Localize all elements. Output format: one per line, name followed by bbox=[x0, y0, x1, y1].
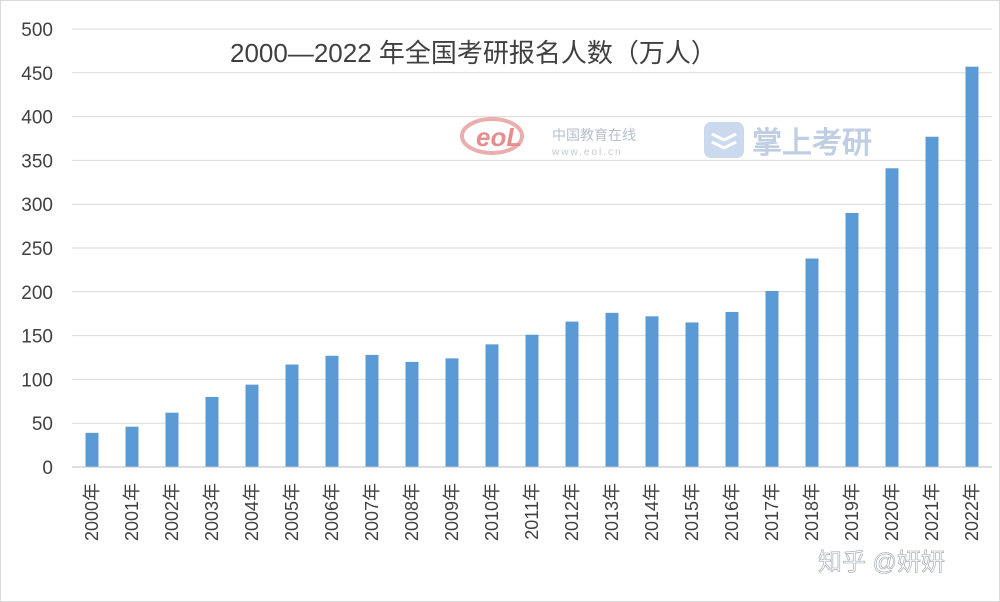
x-tick-label: 2019年 bbox=[842, 483, 862, 541]
x-tick-label: 2010年 bbox=[482, 483, 502, 541]
bar-2004年 bbox=[245, 384, 259, 467]
eol-name-text: 中国教育在线 bbox=[552, 127, 636, 143]
bar-2012年 bbox=[565, 321, 579, 467]
bar-2010年 bbox=[485, 344, 499, 467]
gridlines bbox=[72, 28, 992, 424]
bar-2014年 bbox=[645, 316, 659, 467]
bar-2019年 bbox=[845, 212, 859, 467]
x-tick-label: 2004年 bbox=[242, 483, 262, 541]
bar-2005年 bbox=[285, 364, 299, 467]
y-tick-label: 50 bbox=[32, 414, 53, 435]
x-tick-label: 2003年 bbox=[202, 483, 222, 541]
bar-2016年 bbox=[725, 311, 739, 467]
bar-2017年 bbox=[765, 290, 779, 467]
bar-2007年 bbox=[365, 354, 379, 467]
x-tick-label: 2021年 bbox=[922, 483, 942, 541]
x-tick-label: 2012年 bbox=[562, 483, 582, 541]
bar-2011年 bbox=[525, 334, 539, 467]
x-tick-label: 2018年 bbox=[802, 483, 822, 541]
x-axis-ticks: 2000年 2001年 2002年 2003年 2004年 2005年 2006年 2007年… bbox=[82, 483, 982, 541]
x-tick-label: 2017年 bbox=[762, 483, 782, 541]
bar-2013年 bbox=[605, 312, 619, 467]
x-tick-label: 2005年 bbox=[282, 483, 302, 541]
bar-2021年 bbox=[925, 136, 939, 468]
y-tick-label: 500 bbox=[21, 20, 53, 41]
credit-watermark: 知乎 @妍妍 bbox=[818, 549, 945, 576]
x-tick-label: 2008年 bbox=[402, 483, 422, 541]
y-tick-label: 400 bbox=[21, 108, 53, 129]
bars bbox=[85, 66, 979, 468]
bar-2006年 bbox=[325, 355, 339, 467]
x-tick-label: 2020年 bbox=[882, 483, 902, 541]
y-tick-label: 250 bbox=[21, 239, 53, 260]
x-tick-label: 2001年 bbox=[122, 483, 142, 541]
eol-watermark: eoL 中国教育在线 www.eol.cn bbox=[460, 117, 636, 158]
x-tick-label: 2000年 bbox=[82, 483, 102, 541]
bar-2015年 bbox=[685, 322, 699, 467]
book-icon-glyph bbox=[711, 132, 737, 150]
x-tick-label: 2015年 bbox=[682, 483, 702, 541]
y-tick-label: 100 bbox=[21, 370, 53, 391]
y-tick-label: 300 bbox=[21, 195, 53, 216]
y-tick-label: 0 bbox=[42, 458, 53, 479]
bar-2002年 bbox=[165, 412, 179, 467]
y-tick-label: 150 bbox=[21, 327, 53, 348]
x-tick-label: 2002年 bbox=[162, 483, 182, 541]
bar-2003年 bbox=[205, 396, 219, 467]
eol-logo-icon bbox=[460, 117, 524, 155]
x-tick-label: 2007年 bbox=[362, 483, 382, 541]
y-tick-label: 350 bbox=[21, 151, 53, 172]
app-name-text: 掌上考研 bbox=[752, 127, 872, 160]
y-tick-label: 450 bbox=[21, 64, 53, 85]
x-tick-label: 2011年 bbox=[522, 483, 542, 540]
x-tick-label: 2014年 bbox=[642, 483, 662, 541]
chart-title: 2000—2022 年全国考研报名人数（万人） bbox=[230, 38, 717, 68]
x-tick-label: 2006年 bbox=[322, 483, 342, 541]
app-watermark: 掌上考研 bbox=[704, 122, 872, 160]
bar-2009年 bbox=[445, 358, 459, 467]
y-axis-ticks: 0 50 100 150 200 250 300 350 400 450 500 bbox=[21, 20, 53, 479]
bar-2008年 bbox=[405, 361, 419, 467]
eol-logo-text: eoL bbox=[476, 122, 522, 152]
eol-url-text: www.eol.cn bbox=[551, 147, 623, 158]
bar-2001年 bbox=[125, 426, 139, 467]
bar-2000年 bbox=[85, 432, 99, 467]
y-tick-label: 200 bbox=[21, 283, 53, 304]
x-tick-label: 2016年 bbox=[722, 483, 742, 541]
x-tick-label: 2022年 bbox=[962, 483, 982, 541]
x-tick-label: 2009年 bbox=[442, 483, 462, 541]
bar-2018年 bbox=[805, 258, 819, 467]
bar-2022年 bbox=[965, 66, 979, 467]
x-tick-label: 2013年 bbox=[602, 483, 622, 541]
bar-2020年 bbox=[885, 168, 899, 467]
